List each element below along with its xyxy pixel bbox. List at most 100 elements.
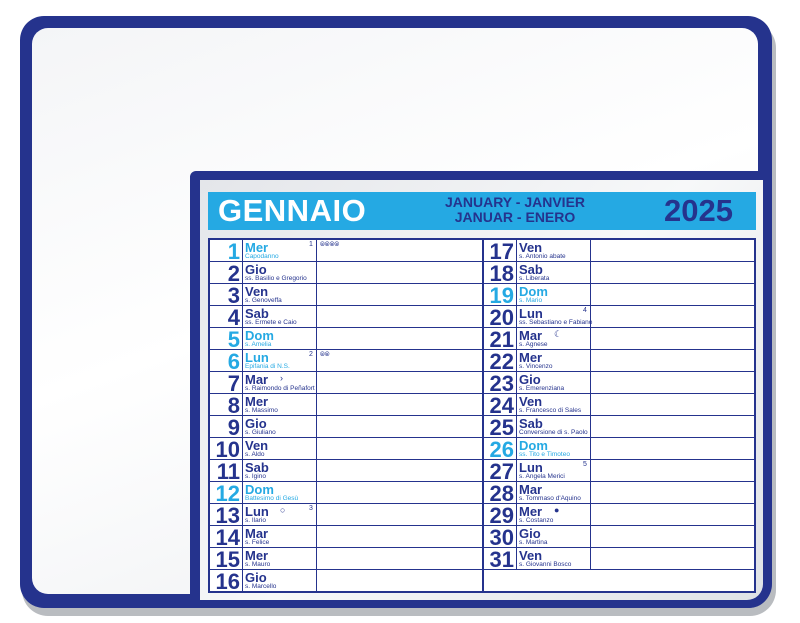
day-name: Gio bbox=[245, 416, 267, 431]
day-name: Dom bbox=[519, 438, 548, 453]
month-translation-line-1: JANUARY - JANVIER bbox=[444, 194, 586, 210]
day-row: 3 Ven s. Genoveffa bbox=[210, 283, 482, 308]
day-name: Lun bbox=[245, 504, 269, 519]
cell-divider bbox=[242, 262, 243, 284]
saint-name: s. Martina bbox=[519, 539, 548, 546]
day-name: Gio bbox=[519, 372, 541, 387]
day-name: Mer bbox=[245, 394, 269, 409]
saint-name: Capodanno bbox=[245, 253, 279, 260]
day-row: 30 Gio s. Martina bbox=[484, 525, 754, 550]
saint-name: s. Vincenzo bbox=[519, 363, 553, 370]
cell-divider bbox=[242, 372, 243, 394]
day-number: 2 bbox=[227, 261, 240, 286]
day-name: Mar bbox=[245, 372, 269, 387]
saint-name: s. Giovanni Bosco bbox=[519, 561, 572, 568]
day-row: 20 Lun ss. Sebastiano e Fabiano 4 bbox=[484, 306, 754, 329]
saint-name: s. Agnese bbox=[519, 341, 548, 348]
day-name: Mer bbox=[519, 504, 543, 519]
cell-divider bbox=[316, 570, 317, 592]
month-translation-line-2: JANUAR - ENERO bbox=[454, 209, 576, 225]
day-number: 28 bbox=[489, 481, 514, 506]
day-name: Mar bbox=[245, 526, 269, 541]
cell-divider bbox=[516, 394, 517, 416]
cell-divider bbox=[316, 504, 317, 526]
saint-name: Epifania di N.S. bbox=[245, 363, 290, 370]
day-row: 25 Sab Conversione di s. Paolo bbox=[484, 415, 754, 440]
saint-name: s. Ilario bbox=[245, 517, 266, 524]
saint-name: s. Mauro bbox=[245, 561, 271, 568]
saint-name: s. Igino bbox=[245, 473, 266, 480]
saint-name: s. Raimondo di Peñafort bbox=[245, 385, 315, 392]
saint-name: ss. Ermete e Caio bbox=[245, 319, 297, 326]
cell-divider bbox=[242, 394, 243, 416]
cell-divider bbox=[516, 284, 517, 306]
day-name: Sab bbox=[245, 460, 269, 475]
cell-divider bbox=[590, 460, 591, 482]
day-row: 16 Gio s. Marcello bbox=[210, 570, 482, 593]
saint-name: s. Aldo bbox=[245, 451, 265, 458]
day-row: 14 Mar s. Felice bbox=[210, 526, 482, 549]
cell-divider bbox=[590, 526, 591, 548]
day-row: 31 Ven s. Giovanni Bosco bbox=[484, 547, 754, 572]
day-name: Dom bbox=[245, 482, 274, 497]
day-row: 27 Lun s. Angela Merici 5 bbox=[484, 460, 754, 483]
day-number: 17 bbox=[489, 239, 514, 264]
cell-divider bbox=[242, 548, 243, 570]
month-header bbox=[208, 192, 756, 230]
day-row: 9 Gio s. Giuliano bbox=[210, 416, 482, 439]
saint-name: s. Amelia bbox=[245, 341, 272, 348]
moon-phase-icon: ☾ bbox=[554, 329, 563, 339]
moon-phase-strip: ⦾⦾ bbox=[320, 352, 330, 358]
cell-divider bbox=[516, 306, 517, 328]
cell-divider bbox=[316, 394, 317, 416]
day-number: 31 bbox=[489, 547, 514, 572]
day-number: 26 bbox=[489, 437, 514, 462]
day-number: 11 bbox=[216, 459, 240, 484]
day-number: 18 bbox=[489, 261, 514, 286]
day-number: 19 bbox=[489, 283, 514, 308]
saint-name: s. Massimo bbox=[245, 407, 278, 414]
saint-name: s. Costanzo bbox=[519, 517, 554, 524]
day-number: 25 bbox=[489, 415, 514, 440]
cell-divider bbox=[590, 262, 591, 284]
day-name: Mar bbox=[519, 328, 543, 343]
cell-divider bbox=[590, 394, 591, 416]
day-row: 15 Mer s. Mauro bbox=[210, 548, 482, 571]
saint-name: s. Marcello bbox=[245, 583, 277, 590]
saint-name: ss. Sebastiano e Fabiano bbox=[519, 319, 593, 326]
cell-divider bbox=[590, 284, 591, 306]
cell-divider bbox=[516, 372, 517, 394]
day-name: Gio bbox=[519, 526, 541, 541]
cell-divider bbox=[590, 416, 591, 438]
day-row: 22 Mer s. Vincenzo bbox=[484, 350, 754, 373]
saint-name: s. Liberata bbox=[519, 275, 550, 282]
cell-divider bbox=[316, 548, 317, 570]
cell-divider bbox=[242, 284, 243, 306]
moon-phase-icon: › bbox=[280, 373, 283, 383]
day-row: 24 Ven s. Francesco di Sales bbox=[484, 394, 754, 417]
cell-divider bbox=[590, 504, 591, 526]
cell-divider bbox=[242, 416, 243, 438]
cell-divider bbox=[316, 262, 317, 284]
day-name: Ven bbox=[245, 284, 269, 299]
day-number: 12 bbox=[215, 481, 240, 506]
day-number: 3 bbox=[227, 283, 240, 308]
cell-divider bbox=[316, 438, 317, 460]
day-name: Mer bbox=[519, 350, 543, 365]
day-row: 18 Sab s. Liberata bbox=[484, 261, 754, 286]
day-name: Ven bbox=[519, 394, 543, 409]
day-row: 23 Gio s. Emerenziana bbox=[484, 372, 754, 395]
cell-divider bbox=[516, 482, 517, 504]
day-row: 13 Lun s. Ilario 3 ○ bbox=[210, 504, 482, 527]
cell-divider bbox=[242, 240, 243, 262]
day-number: 30 bbox=[489, 525, 514, 550]
cell-divider bbox=[242, 482, 243, 504]
month-title: GENNAIO bbox=[218, 193, 367, 228]
saint-name: ss. Basilio e Gregorio bbox=[245, 275, 307, 282]
saint-name: s. Antonio abate bbox=[519, 253, 566, 260]
week-number: 5 bbox=[583, 461, 587, 468]
cell-divider bbox=[316, 328, 317, 350]
saint-name: Battesimo di Gesù bbox=[245, 495, 299, 502]
saint-name: s. Felice bbox=[245, 539, 270, 546]
column-divider bbox=[482, 238, 484, 593]
